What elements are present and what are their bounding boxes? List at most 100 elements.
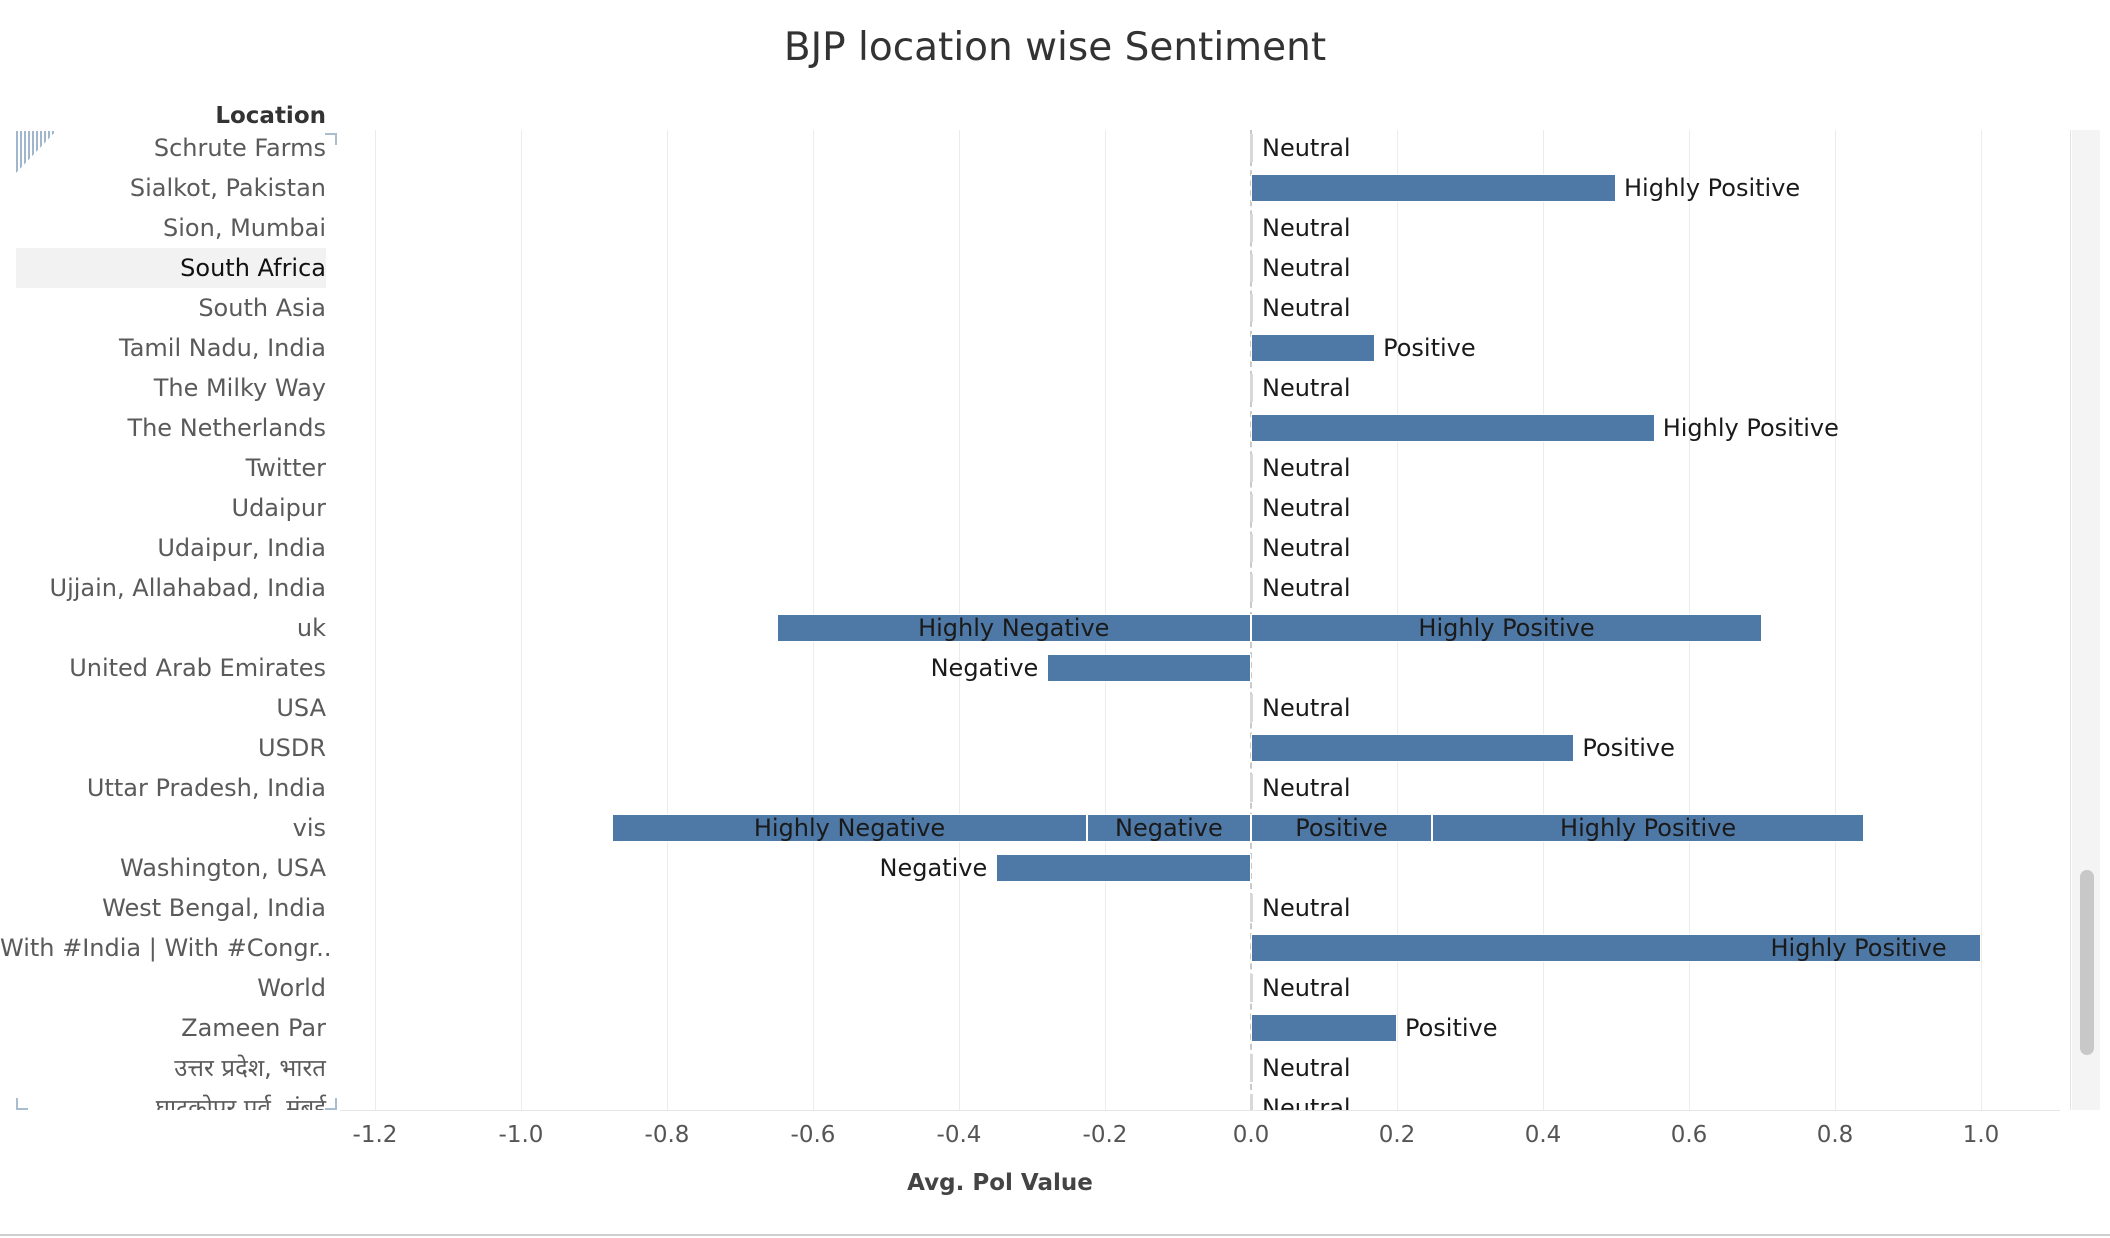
location-label-washington-usa[interactable]: Washington, USA: [120, 854, 326, 882]
corner-bracket-bottom-right: [325, 1098, 337, 1110]
location-label-with-india-with-congr[interactable]: With #India | With #Congr..: [0, 934, 332, 962]
bar-segment-highly-negative[interactable]: [612, 814, 1087, 842]
bar-neutral-marker[interactable]: [1250, 214, 1253, 242]
scrollbar-thumb[interactable]: [2080, 870, 2094, 1055]
bar-neutral-marker[interactable]: [1250, 534, 1253, 562]
location-label-ujjain-allahabad-india[interactable]: Ujjain, Allahabad, India: [49, 574, 326, 602]
bar-segment-positive[interactable]: [1251, 734, 1575, 762]
location-label-sion-mumbai[interactable]: Sion, Mumbai: [163, 214, 326, 242]
bar-label: Positive: [1295, 814, 1388, 842]
bar-label: Neutral: [1262, 774, 1351, 802]
x-tick-label: 0.4: [1524, 1122, 1562, 1148]
bar-label: Neutral: [1262, 494, 1351, 522]
bar-neutral-marker[interactable]: [1250, 134, 1253, 162]
bar-label: Neutral: [1262, 294, 1351, 322]
bar-label: Neutral: [1262, 134, 1351, 162]
bar-label: Highly Positive: [1770, 934, 1947, 962]
bar-neutral-marker[interactable]: [1250, 694, 1253, 722]
bar-neutral-marker[interactable]: [1250, 894, 1253, 922]
bar-label: Neutral: [1262, 454, 1351, 482]
x-tick-label: 0.0: [1232, 1122, 1270, 1148]
location-label-schrute-farms[interactable]: Schrute Farms: [153, 134, 326, 162]
bar-segment-negative[interactable]: [995, 854, 1251, 882]
location-label-the-netherlands[interactable]: The Netherlands: [127, 414, 326, 442]
location-label-south-africa[interactable]: South Africa: [16, 248, 326, 288]
location-label-zameen-par[interactable]: Zameen Par: [181, 1014, 326, 1042]
bar-label: Positive: [1405, 1014, 1498, 1042]
bar-segment-positive[interactable]: [1251, 1014, 1397, 1042]
chart-title: BJP location wise Sentiment: [783, 25, 1327, 70]
bar-label: Highly Positive: [1662, 414, 1839, 442]
bar-neutral-marker[interactable]: [1250, 1054, 1253, 1082]
chart-pane: Schrute Farms Neutral Sialkot, Pakistan Hig…: [0, 130, 2110, 1110]
bar-label: Neutral: [1262, 214, 1351, 242]
bar-segment-highly-positive[interactable]: [1251, 414, 1655, 442]
x-axis-baseline: [340, 1110, 2060, 1111]
bar-label: Negative: [930, 654, 1039, 682]
x-tick-label: 0.6: [1670, 1122, 1708, 1148]
location-label-vis[interactable]: vis: [292, 814, 326, 842]
bar-label: Positive: [1383, 334, 1476, 362]
location-label-row[interactable]: उत्तर प्रदेश, भारत: [174, 1054, 326, 1082]
bar-label: Positive: [1582, 734, 1675, 762]
bar-label: Neutral: [1262, 574, 1351, 602]
bar-label: Neutral: [1262, 254, 1351, 282]
bar-neutral-marker[interactable]: [1250, 974, 1253, 1002]
location-label-udaipur[interactable]: Udaipur: [231, 494, 327, 522]
bar-neutral-marker[interactable]: [1250, 494, 1253, 522]
gridline: [1981, 130, 1982, 1110]
sort-indicator-icon[interactable]: [16, 131, 56, 173]
x-tick-label: 0.2: [1378, 1122, 1416, 1148]
x-tick-label: 1.0: [1962, 1122, 2000, 1148]
location-label-uttar-pradesh-india[interactable]: Uttar Pradesh, India: [86, 774, 326, 802]
bar-segment-negative[interactable]: [1046, 654, 1251, 682]
bar-neutral-marker[interactable]: [1250, 254, 1253, 282]
location-label-united-arab-emirates[interactable]: United Arab Emirates: [69, 654, 326, 682]
bar-label: Neutral: [1262, 974, 1351, 1002]
bar-segment-highly-negative[interactable]: [776, 614, 1251, 642]
location-label-world[interactable]: World: [257, 974, 326, 1002]
gridline: [667, 130, 668, 1110]
bar-neutral-marker[interactable]: [1250, 374, 1253, 402]
bar-segment-highly-positive[interactable]: [1251, 934, 1981, 962]
location-label-sialkot-pakistan[interactable]: Sialkot, Pakistan: [129, 174, 326, 202]
rows-layer: Schrute Farms Neutral Sialkot, Pakistan Hig…: [0, 130, 2110, 1110]
bar-segment-negative[interactable]: [1086, 814, 1251, 842]
bar-label: Neutral: [1262, 374, 1351, 402]
x-tick-label: -0.2: [1082, 1122, 1128, 1148]
location-column-header[interactable]: Location: [215, 103, 326, 129]
bar-neutral-marker[interactable]: [1250, 774, 1253, 802]
bar-neutral-marker[interactable]: [1250, 294, 1253, 322]
location-label-udaipur-india[interactable]: Udaipur, India: [157, 534, 326, 562]
location-label-west-bengal-india[interactable]: West Bengal, India: [102, 894, 326, 922]
bar-segment-highly-positive[interactable]: [1251, 174, 1616, 202]
bar-label: Negative: [879, 854, 988, 882]
bar-neutral-marker[interactable]: [1250, 574, 1253, 602]
location-label-tamil-nadu-india[interactable]: Tamil Nadu, India: [119, 334, 326, 362]
bar-segment-highly-positive[interactable]: [1432, 814, 1865, 842]
bar-neutral-marker[interactable]: [1250, 454, 1253, 482]
bar-segment-positive[interactable]: [1251, 814, 1433, 842]
location-label-south-asia[interactable]: South Asia: [198, 294, 326, 322]
bar-neutral-marker[interactable]: [1250, 1094, 1253, 1110]
corner-bracket-bottom-left: [16, 1098, 28, 1110]
x-tick-label: -0.6: [790, 1122, 836, 1148]
location-label-row[interactable]: घाटकोपर पूर्व, मुंबई: [155, 1094, 326, 1110]
bar-segment-highly-positive[interactable]: [1251, 614, 1762, 642]
location-label-usa[interactable]: USA: [276, 694, 326, 722]
x-tick-label: 0.8: [1816, 1122, 1854, 1148]
bar-label: Neutral: [1262, 1054, 1351, 1082]
bar-label: Highly Positive: [1560, 814, 1737, 842]
bar-label: Neutral: [1262, 694, 1351, 722]
x-tick-label: -1.2: [352, 1122, 398, 1148]
corner-bracket-top-right: [325, 133, 337, 145]
location-label-usdr[interactable]: USDR: [258, 734, 326, 762]
location-label-twitter[interactable]: Twitter: [245, 454, 326, 482]
bar-segment-positive[interactable]: [1251, 334, 1376, 362]
location-label-uk[interactable]: uk: [296, 614, 326, 642]
x-tick-label: -0.8: [644, 1122, 690, 1148]
gridline: [1835, 130, 1836, 1110]
bar-label: Highly Positive: [1418, 614, 1595, 642]
location-label-the-milky-way[interactable]: The Milky Way: [153, 374, 326, 402]
bar-label: Negative: [1115, 814, 1223, 842]
